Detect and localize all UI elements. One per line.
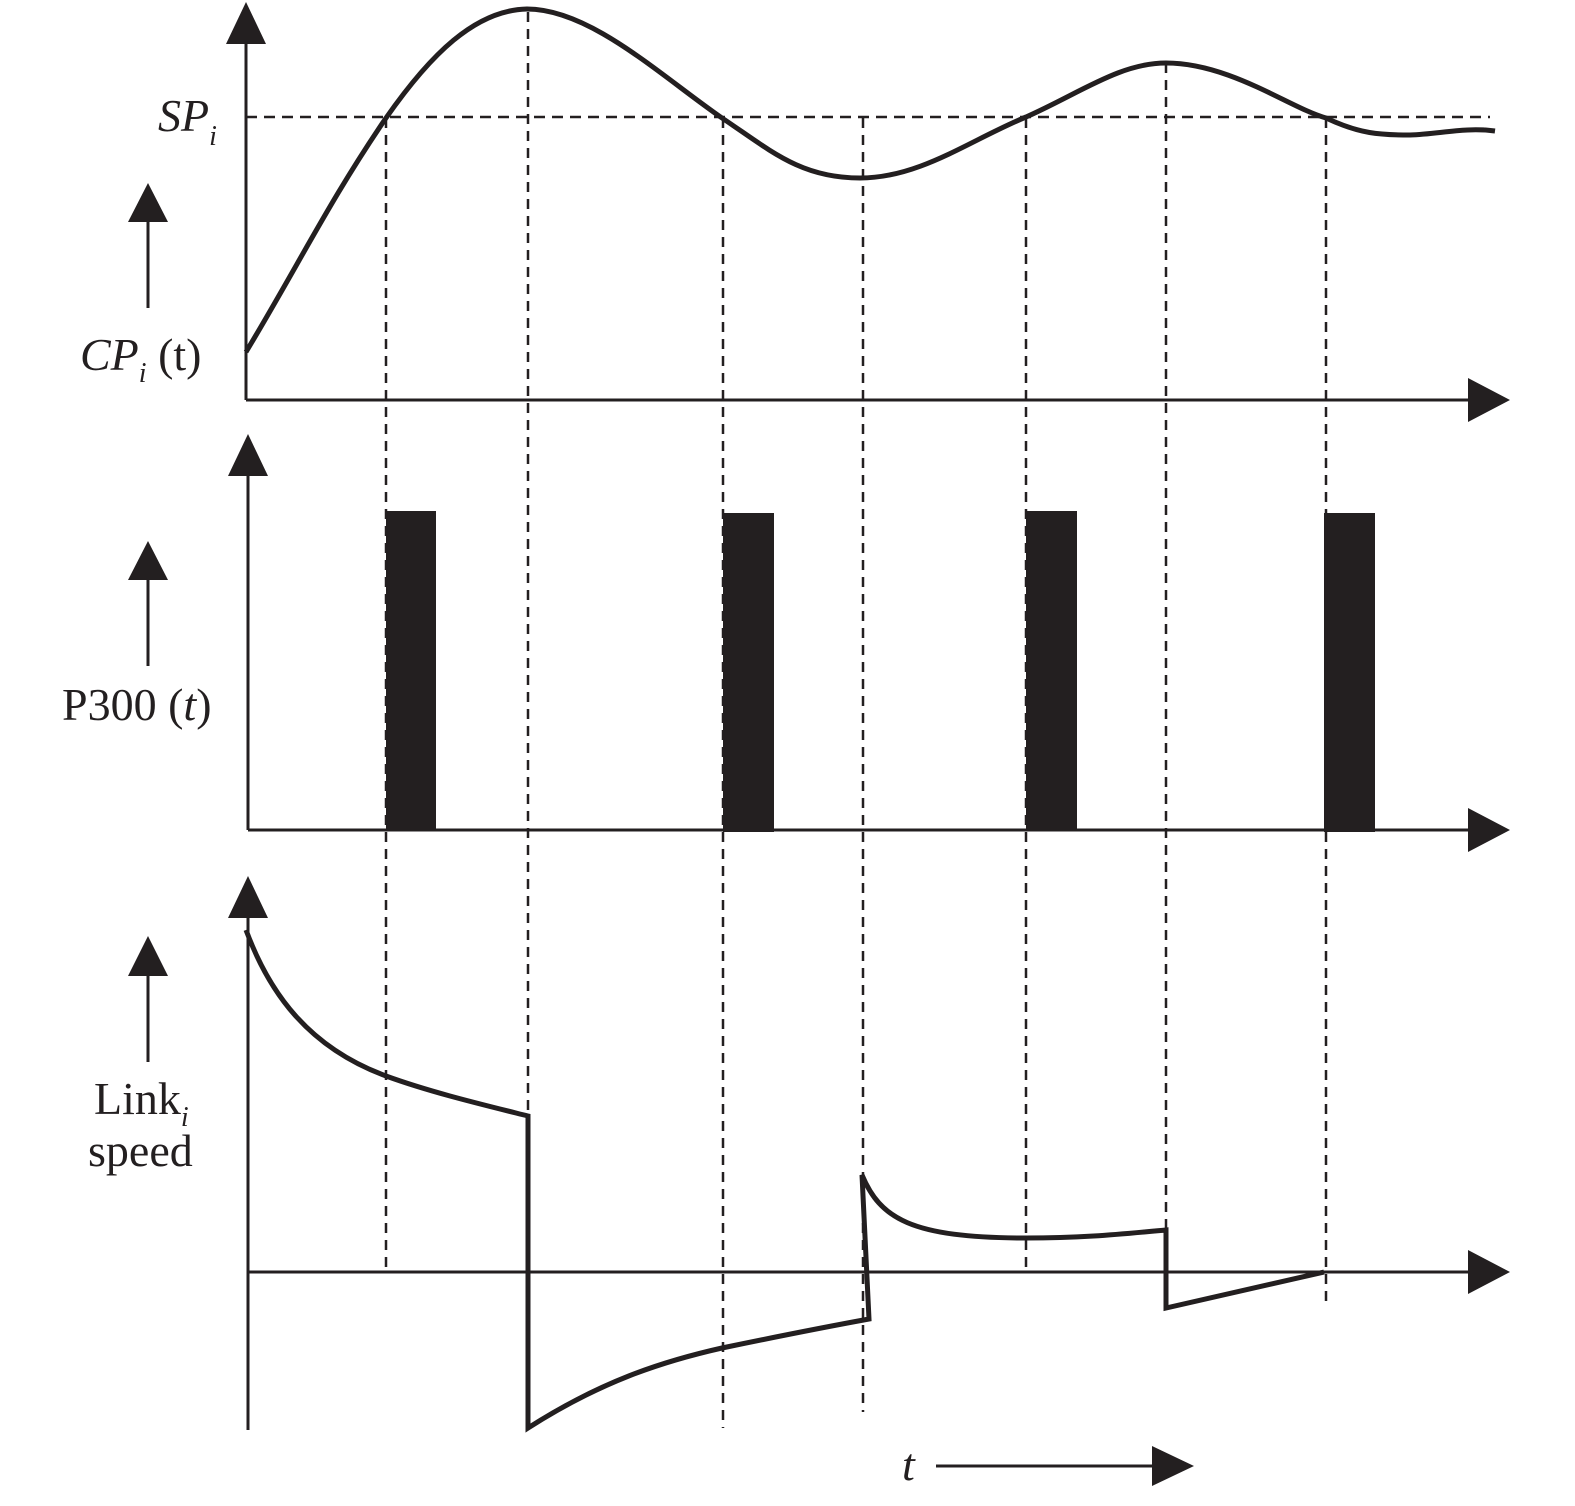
cp-label-main: CP: [80, 329, 139, 380]
link-label-sub: i: [181, 1102, 189, 1133]
event-guides: [384, 12, 1328, 1428]
p300-y-arrowhead: [228, 434, 268, 476]
p300-pulse: [723, 513, 774, 832]
cp-x-arrowhead: [1468, 378, 1510, 422]
cp-label: CPi (t): [80, 329, 201, 389]
cp-response-curve: [243, 6, 1496, 354]
time-arrow: t: [902, 1439, 1194, 1490]
setpoint-label-main: SP: [158, 90, 209, 141]
p300-panel: P300 (t): [62, 434, 1510, 852]
p300-label: P300 (t): [62, 679, 212, 730]
link-label: Linki: [94, 1073, 189, 1133]
cp-up-arrowhead: [128, 183, 168, 222]
cp-panel: SPi CPi (t): [80, 2, 1510, 422]
link-label-line2: speed: [88, 1125, 193, 1176]
cp-label-arg: (t): [147, 329, 202, 380]
setpoint-label-sub: i: [209, 121, 217, 152]
cp-y-arrowhead: [226, 2, 266, 44]
p300-pulse: [1026, 511, 1077, 831]
p300-label-main: P300 (: [62, 679, 183, 730]
p300-pulse: [1324, 513, 1375, 832]
cp-label-sub: i: [139, 358, 147, 389]
p300-x-arrowhead: [1468, 808, 1510, 852]
link-speed-panel: Linki speed: [88, 876, 1510, 1433]
time-label: t: [902, 1439, 916, 1490]
p300-label-arg: t: [183, 679, 197, 730]
link-y-arrowhead: [228, 876, 268, 918]
time-arrowhead: [1152, 1446, 1194, 1486]
p300-label-close: ): [196, 679, 211, 730]
setpoint-label: SPi: [158, 90, 217, 152]
p300-up-arrowhead: [128, 541, 168, 580]
p300-pulse: [386, 511, 436, 831]
link-label-main: Link: [94, 1073, 181, 1124]
link-x-arrowhead: [1468, 1250, 1510, 1294]
link-up-arrowhead: [128, 936, 168, 976]
link-speed-curve: [243, 929, 1325, 1433]
